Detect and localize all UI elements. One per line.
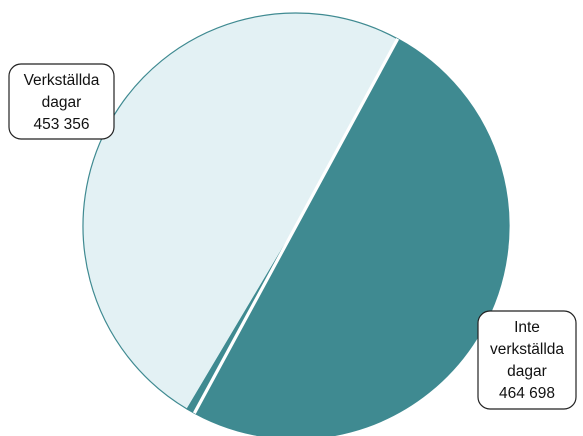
callout-inte-verkstallda: Inte verkställda dagar 464 698 xyxy=(477,310,577,410)
callout-verkstallda: Verkställda dagar 453 356 xyxy=(8,63,115,140)
callout-inte-line-1: Inte xyxy=(514,319,540,336)
callout-inte-value: 464 698 xyxy=(499,385,555,402)
callout-inte-line-2: verkställda xyxy=(490,341,564,358)
callout-box-inte-verkstallda xyxy=(477,310,577,410)
callout-verkstallda-line-2: dagar xyxy=(42,94,82,111)
slice-separator xyxy=(192,38,400,414)
callout-verkstallda-line-1: Verkställda xyxy=(24,72,100,89)
callout-inte-line-3: dagar xyxy=(507,363,547,380)
pie-slices xyxy=(82,12,510,436)
callout-box-verkstallda xyxy=(8,63,115,140)
callout-verkstallda-value: 453 356 xyxy=(33,116,89,133)
